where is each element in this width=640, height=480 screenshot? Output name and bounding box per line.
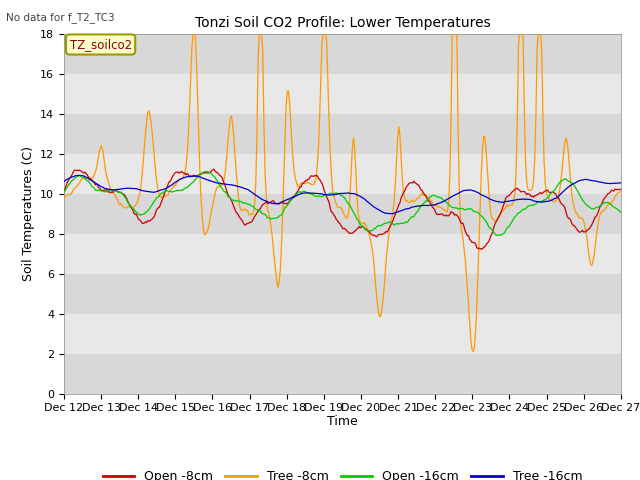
Text: TZ_soilco2: TZ_soilco2	[70, 38, 132, 51]
Title: Tonzi Soil CO2 Profile: Lower Temperatures: Tonzi Soil CO2 Profile: Lower Temperatur…	[195, 16, 490, 30]
X-axis label: Time: Time	[327, 415, 358, 428]
Bar	[64, 274, 621, 313]
Bar	[64, 234, 621, 274]
Bar	[64, 354, 621, 394]
Bar	[64, 73, 621, 114]
Bar	[64, 154, 621, 193]
Bar	[64, 34, 621, 73]
Text: No data for f_T2_TC3: No data for f_T2_TC3	[6, 12, 115, 23]
Bar	[64, 193, 621, 234]
Y-axis label: Soil Temperatures (C): Soil Temperatures (C)	[22, 146, 35, 281]
Bar	[64, 313, 621, 354]
Legend: Open -8cm, Tree -8cm, Open -16cm, Tree -16cm: Open -8cm, Tree -8cm, Open -16cm, Tree -…	[97, 465, 588, 480]
Bar	[64, 114, 621, 154]
